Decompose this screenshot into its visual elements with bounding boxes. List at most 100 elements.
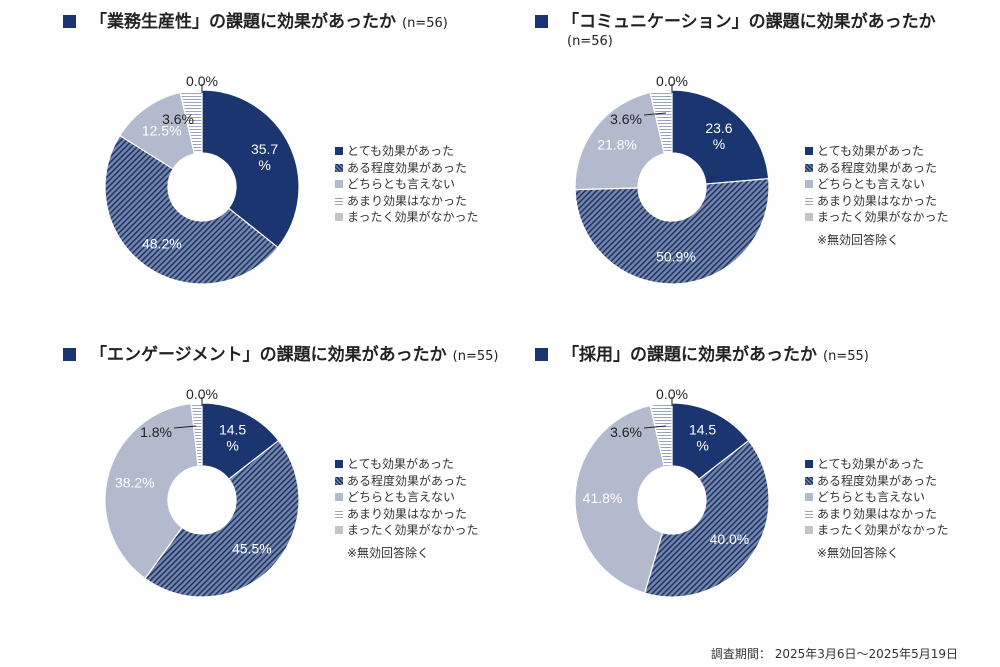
data-label-not-much-effective: 3.6%: [162, 111, 194, 127]
data-label-somewhat-effective: 40.0%: [710, 531, 750, 547]
slice-somewhat-effective: [574, 177, 770, 285]
data-label-not-much-effective: 3.6%: [610, 111, 642, 127]
legend-item-neutral: どちらとも言えない: [805, 489, 949, 506]
legend-swatch-icon: [335, 526, 343, 534]
legend-1: とても効果があった ある程度効果があった どちらとも言えない あまり効果はなかった まっ…: [335, 143, 479, 226]
legend-item-somewhat-effective: ある程度効果があった: [335, 473, 479, 490]
slice-not-much-effective: [649, 89, 673, 155]
title-text: 「業務生産性」の課題に効果があったか: [90, 12, 396, 32]
legend-item-somewhat-effective: ある程度効果があった: [805, 473, 949, 490]
legend-item-very-effective: とても効果があった: [805, 143, 949, 160]
legend-item-not-effective: まったく効果がなかった: [335, 209, 479, 226]
slice-somewhat-effective: [144, 439, 300, 598]
legend-4: とても効果があった ある程度効果があった どちらとも言えない あまり効果はなかった まっ…: [805, 456, 949, 561]
data-label-neutral: 38.2%: [115, 474, 155, 490]
legend-swatch-icon: [335, 493, 343, 501]
slice-not-much-effective: [190, 402, 203, 467]
legend-swatch-icon: [805, 180, 813, 188]
legend-item-neutral: どちらとも言えない: [805, 176, 949, 193]
legend-label: ある程度効果があった: [817, 473, 938, 488]
data-label-neutral: 21.8%: [597, 136, 637, 152]
n-label: (n=55): [823, 349, 869, 364]
chart-title-1: 「業務生産性」の課題に効果があったか (n=56): [63, 7, 448, 32]
legend-label: ある程度効果があった: [347, 160, 468, 175]
legend-swatch-icon: [335, 476, 343, 485]
n-label: (n=56): [402, 16, 448, 31]
title-square-icon: [535, 15, 548, 28]
chart-title-2: 「コミュニケーション」の課題に効果があったか (n=56): [535, 7, 936, 49]
legend-item-somewhat-effective: ある程度効果があった: [805, 160, 949, 177]
legend-label: まったく効果がなかった: [817, 210, 949, 224]
legend-swatch-icon: [805, 460, 813, 468]
legend-label: とても効果があった: [347, 457, 455, 471]
data-label-very-effective: 23.6%: [705, 120, 732, 152]
legend-swatch-icon: [335, 180, 343, 188]
invalid-answers-note: ※無効回答除く: [817, 232, 900, 247]
legend-label: とても効果があった: [817, 457, 925, 471]
chart-title-4: 「採用」の課題に効果があったか (n=55): [535, 340, 869, 365]
legend-swatch-icon: [335, 509, 343, 518]
title-square-icon: [63, 15, 76, 28]
legend-swatch-icon: [805, 163, 813, 172]
title-square-icon: [535, 348, 548, 361]
legend-item-not-much-effective: あまり効果はなかった: [805, 193, 949, 210]
legend-label: とても効果があった: [817, 144, 925, 158]
legend-item-not-much-effective: あまり効果はなかった: [805, 506, 949, 523]
slice-neutral: [104, 402, 199, 580]
legend-label: どちらとも言えない: [347, 490, 456, 504]
legend-label: どちらとも言えない: [817, 490, 926, 504]
legend-label: あまり効果はなかった: [817, 193, 938, 208]
legend-swatch-icon: [805, 493, 813, 501]
data-label-somewhat-effective: 48.2%: [142, 236, 182, 252]
data-label-not-effective: 0.0%: [186, 386, 218, 402]
legend-swatch-icon: [335, 460, 343, 468]
legend-2: とても効果があったある程度効果があった どちらとも言えない あまり効果はなかった まっ…: [805, 143, 949, 248]
data-label-somewhat-effective: 45.5%: [232, 540, 272, 556]
legend-swatch-icon: [805, 196, 813, 205]
data-label-very-effective: 35.7%: [251, 141, 278, 173]
data-label-not-effective: 0.0%: [656, 73, 688, 89]
leader-line: [643, 425, 667, 429]
slice-not-much-effective: [649, 402, 673, 468]
slice-neutral: [574, 91, 666, 191]
slice-somewhat-effective: [104, 134, 279, 285]
legend-swatch-icon: [805, 476, 813, 485]
slice-not-much-effective: [179, 89, 203, 155]
invalid-answers-note: ※無効回答除く: [347, 545, 430, 560]
title-text: 「コミュニケーション」の課題に効果があったか: [562, 12, 936, 32]
data-label-not-effective: 0.0%: [186, 73, 218, 89]
data-label-very-effective: 14.5%: [219, 422, 246, 454]
legend-swatch-icon: [805, 213, 813, 221]
data-label-neutral: 41.8%: [583, 490, 623, 506]
legend-swatch-icon: [805, 147, 813, 155]
legend-label: まったく効果がなかった: [347, 523, 479, 537]
data-label-neutral: 12.5%: [142, 122, 182, 138]
legend-3: とても効果があった ある程度効果があった どちらとも言えない あまり効果はなかった まっ…: [335, 456, 479, 561]
legend-swatch-icon: [335, 163, 343, 172]
chart-title-3: 「エンゲージメント」の課題に効果があったか (n=55): [63, 340, 499, 365]
data-label-not-effective: 0.0%: [656, 386, 688, 402]
title-square-icon: [63, 348, 76, 361]
data-label-somewhat-effective: 50.9%: [656, 248, 696, 264]
legend-item-very-effective: とても効果があった: [805, 456, 949, 473]
legend-label: ある程度効果があった: [347, 473, 468, 488]
legend-label: とても効果があった: [347, 144, 455, 158]
survey-period: 調査期間： 2025年3月6日～2025年5月19日: [710, 647, 958, 661]
legend-swatch-icon: [335, 196, 343, 205]
slice-somewhat-effective: [643, 439, 770, 598]
leader-line: [173, 425, 197, 429]
legend-item-very-effective: とても効果があった: [335, 143, 479, 160]
legend-item-not-effective: まったく効果がなかった: [805, 522, 949, 539]
legend-label: あまり効果はなかった: [817, 506, 938, 521]
leader-line: [643, 112, 667, 116]
invalid-answers-note: ※無効回答除く: [817, 545, 900, 560]
data-label-not-much-effective: 3.6%: [610, 424, 642, 440]
legend-item-neutral: どちらとも言えない: [335, 176, 479, 193]
n-label: (n=55): [452, 349, 499, 364]
data-label-very-effective: 14.5%: [689, 422, 716, 454]
legend-item-not-much-effective: あまり効果はなかった: [335, 193, 479, 210]
legend-swatch-icon: [335, 147, 343, 155]
n-label: (n=56): [567, 34, 613, 49]
slice-neutral: [574, 404, 666, 594]
